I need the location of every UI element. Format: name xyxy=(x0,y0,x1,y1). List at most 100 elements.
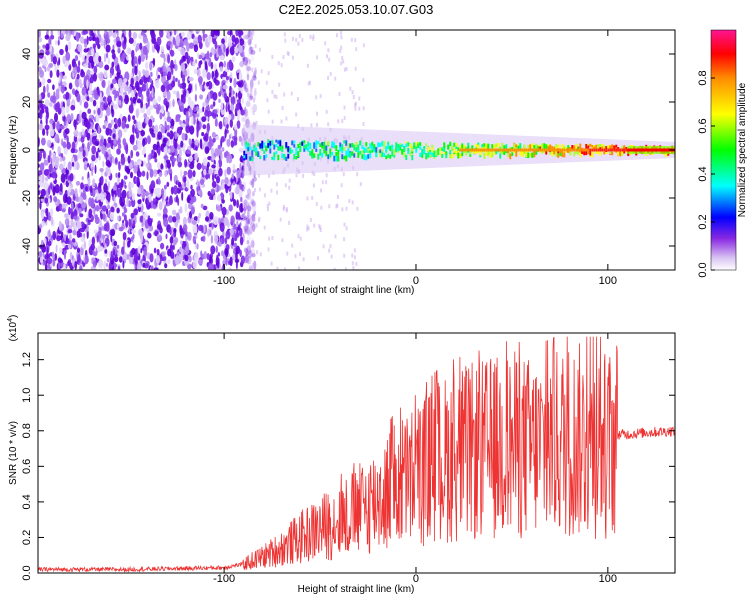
colorbar-tick-label: 0.6 xyxy=(697,118,709,133)
heatmap-cell xyxy=(39,182,45,188)
heatmap-cell xyxy=(160,163,164,170)
heatmap-cell xyxy=(116,41,122,47)
heatmap-cell xyxy=(92,178,96,187)
heatmap-cell xyxy=(110,206,115,213)
heatmap-cell xyxy=(515,148,518,152)
heatmap-cell xyxy=(134,265,137,270)
heatmap-cell xyxy=(583,152,586,156)
heatmap-cell xyxy=(181,123,186,128)
heatmap-cell xyxy=(225,248,229,258)
heatmap-cell xyxy=(122,212,125,217)
heatmap-cell xyxy=(245,143,248,149)
heatmap-cell xyxy=(224,37,227,43)
heatmap-cell xyxy=(216,52,219,58)
heatmap-cell xyxy=(467,148,470,152)
heatmap-cell xyxy=(143,113,147,119)
heatmap-cell xyxy=(234,37,240,45)
heatmap-cell xyxy=(349,152,352,158)
heatmap-cell xyxy=(198,60,202,69)
heatmap-cell xyxy=(327,48,330,53)
heatmap-cell xyxy=(357,152,360,158)
heatmap-cell xyxy=(381,151,384,158)
heatmap-cell xyxy=(206,72,211,81)
heatmap-cell xyxy=(73,174,76,181)
heatmap-cell xyxy=(461,143,464,149)
heatmap-cell xyxy=(136,171,142,178)
heatmap-cell xyxy=(339,142,342,147)
heatmap-cell xyxy=(189,162,195,170)
heatmap-cell xyxy=(369,143,372,149)
heatmap-cell xyxy=(345,140,348,146)
heatmap-cell xyxy=(351,261,354,266)
heatmap-cell xyxy=(166,140,170,146)
heatmap-cell xyxy=(98,155,101,161)
heatmap-cell xyxy=(329,244,332,249)
heatmap-cell xyxy=(224,169,227,178)
heatmap-cell xyxy=(38,151,43,160)
heatmap-cell xyxy=(263,225,266,230)
heatmap-cell xyxy=(265,80,268,85)
heatmap-cell xyxy=(156,255,160,264)
heatmap-cell xyxy=(88,30,91,36)
heatmap-cell xyxy=(193,116,196,125)
heatmap-cell xyxy=(218,242,222,247)
heatmap-cell xyxy=(519,148,522,152)
heatmap-cell xyxy=(250,221,254,228)
heatmap-cell xyxy=(121,246,125,255)
heatmap-cell xyxy=(146,40,150,51)
heatmap-cell xyxy=(247,215,253,226)
heatmap-cell xyxy=(45,221,48,226)
heatmap-cell xyxy=(201,224,204,234)
heatmap-cell xyxy=(491,148,494,152)
heatmap-cell xyxy=(247,209,250,218)
heatmap-cell xyxy=(116,244,120,249)
heatmap-cell xyxy=(103,53,107,63)
heatmap-cell xyxy=(80,182,84,190)
y-tick-label: 40 xyxy=(21,48,33,60)
heatmap-cell xyxy=(92,32,95,41)
heatmap-cell xyxy=(501,142,504,148)
heatmap-cell xyxy=(334,234,337,239)
heatmap-cell xyxy=(340,183,343,188)
heatmap-cell xyxy=(74,122,77,131)
heatmap-cell xyxy=(213,216,219,226)
heatmap-cell xyxy=(226,76,229,81)
heatmap-cell xyxy=(545,150,548,155)
heatmap-cell xyxy=(116,188,122,198)
heatmap-cell xyxy=(124,207,128,214)
heatmap-cell xyxy=(77,44,83,53)
heatmap-cell xyxy=(107,204,110,210)
heatmap-cell xyxy=(165,30,169,33)
heatmap-cell xyxy=(211,131,216,138)
heatmap-cell xyxy=(131,247,136,255)
heatmap-cell xyxy=(66,98,71,107)
heatmap-cell xyxy=(79,82,83,89)
heatmap-cell xyxy=(90,70,95,75)
heatmap-cell xyxy=(417,143,420,148)
x-tick-label: -100 xyxy=(213,573,235,585)
heatmap-cell xyxy=(159,112,163,120)
heatmap-cell xyxy=(204,60,208,71)
heatmap-cell xyxy=(190,30,194,35)
heatmap-cell xyxy=(244,101,250,107)
heatmap-cell xyxy=(619,151,622,157)
heatmap-cell xyxy=(218,167,223,177)
heatmap-cell xyxy=(92,99,97,107)
heatmap-cell xyxy=(212,137,216,143)
heatmap-cell xyxy=(59,163,64,171)
heatmap-cell xyxy=(252,75,257,81)
heatmap-cell xyxy=(49,44,52,52)
heatmap-cell xyxy=(79,213,84,218)
heatmap-cell xyxy=(150,71,153,77)
heatmap-cell xyxy=(236,220,239,226)
heatmap-cell xyxy=(597,144,600,150)
heatmap-cell xyxy=(280,119,283,124)
x-tick-label: 100 xyxy=(599,275,617,287)
heatmap-cell xyxy=(246,66,252,72)
heatmap-cell xyxy=(325,109,328,114)
heatmap-cell xyxy=(309,80,311,85)
heatmap-cell xyxy=(310,123,313,128)
heatmap-cell xyxy=(325,145,328,151)
heatmap-cell xyxy=(73,215,78,220)
heatmap-cell xyxy=(126,47,132,55)
